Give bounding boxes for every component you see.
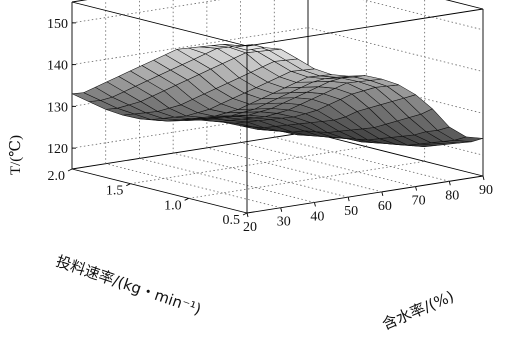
x-tick-label: 20 — [243, 220, 257, 235]
grid-line — [105, 163, 281, 209]
box-edge — [307, 131, 484, 177]
z-tick-label: 150 — [47, 17, 68, 32]
grid-line — [206, 147, 382, 193]
x-tick-label: 50 — [344, 204, 358, 219]
grid-line — [362, 0, 484, 31]
y-tick-label: 1.0 — [164, 198, 182, 213]
x-tick-mark — [347, 197, 350, 202]
box-edge — [71, 131, 309, 170]
x-axis-label: 含水率/(%) — [380, 287, 457, 333]
z-tick-label: 140 — [47, 59, 68, 74]
x-tick-mark — [415, 186, 418, 191]
grid-line — [139, 158, 315, 203]
x-tick-mark — [313, 202, 316, 207]
y-tick-mark — [126, 183, 131, 187]
y-axis-label: 投料速率/(kg・min⁻¹) — [54, 252, 204, 319]
y-tick-label: 0.5 — [223, 213, 241, 228]
x-tick-label: 70 — [412, 194, 426, 209]
x-tick-mark — [448, 181, 451, 186]
box-edge — [71, 168, 248, 214]
box-edge — [445, 0, 484, 10]
box-edge — [71, 1, 248, 47]
x-tick-mark — [246, 212, 249, 218]
grid-line — [173, 152, 349, 198]
grid-line — [240, 142, 416, 187]
y-tick-label: 2.0 — [48, 169, 66, 184]
x-tick-mark — [482, 175, 485, 181]
grid-line — [71, 0, 221, 24]
tick-labels: 120 130 140 150 0.5 1.0 1.5 2.0 20 30 40 50 60 70 80 90 — [47, 17, 493, 235]
x-tick-label: 90 — [479, 183, 493, 198]
axes-box-front — [71, 1, 484, 213]
x-tick-label: 30 — [277, 215, 291, 230]
grid-line — [307, 27, 484, 73]
y-tick-mark — [67, 168, 73, 172]
surface-patch — [235, 44, 265, 51]
box-edge — [246, 175, 484, 214]
x-tick-mark — [381, 191, 384, 196]
box-edge — [246, 8, 484, 47]
x-tick-label: 60 — [378, 199, 392, 214]
y-tick-mark — [242, 212, 248, 216]
z-tick-label: 120 — [47, 142, 68, 157]
axes-box-back — [71, 0, 484, 214]
y-tick-label: 1.5 — [106, 184, 124, 199]
x-tick-mark — [280, 207, 283, 212]
x-tick-label: 80 — [445, 188, 459, 203]
surface-mesh — [71, 44, 484, 147]
x-tick-label: 40 — [310, 209, 324, 224]
box-edge — [71, 0, 88, 3]
y-tick-mark — [184, 197, 189, 201]
z-tick-label: 130 — [47, 100, 68, 115]
z-axis-label: T/(℃) — [8, 135, 24, 175]
